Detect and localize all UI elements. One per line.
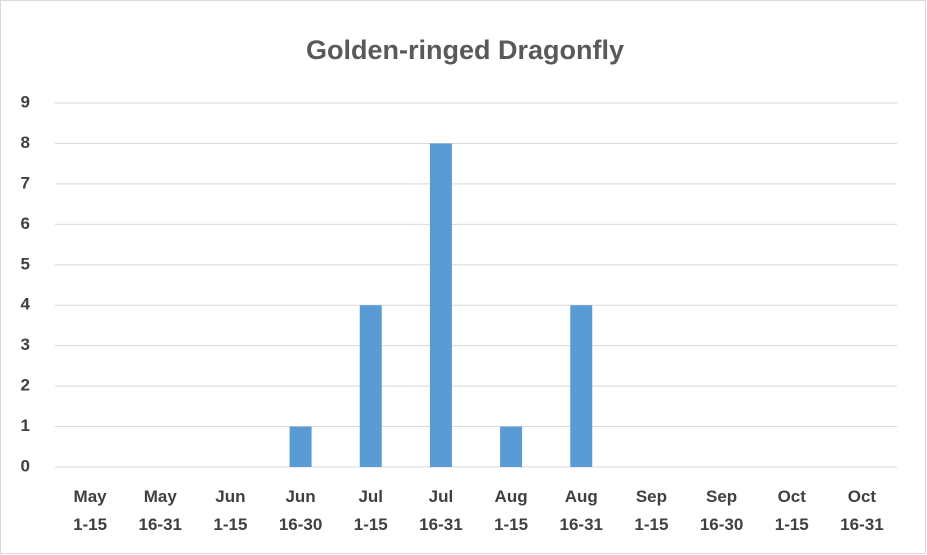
x-tick-label: May 16-31 (139, 487, 182, 534)
x-tick-label-line: Aug (495, 487, 528, 506)
bar (359, 305, 382, 467)
x-tick-label-line: 16-31 (139, 515, 182, 534)
x-tick-label-line: May (144, 487, 178, 506)
x-tick-label-line: 1-15 (354, 515, 388, 534)
chart-title: Golden-ringed Dragonfly (306, 35, 624, 65)
x-tick-label-line: 1-15 (494, 515, 528, 534)
y-tick-label: 2 (21, 376, 30, 395)
y-tick-label: 4 (21, 295, 31, 314)
bar (570, 305, 593, 467)
y-tick-label: 1 (21, 416, 30, 435)
bar (429, 143, 452, 467)
x-tick-label: Aug 1-15 (494, 487, 528, 534)
x-tick-label-line: Aug (565, 487, 598, 506)
x-tick-label-line: Jul (358, 487, 383, 506)
bar (500, 426, 523, 467)
x-tick-label: Sep 16-30 (700, 487, 743, 534)
x-tick-label: Oct 1-15 (775, 487, 809, 534)
x-tick-label-line: May (74, 487, 108, 506)
x-tick-label-line: 1-15 (73, 515, 107, 534)
x-tick-label-line: Jun (215, 487, 245, 506)
x-tick-label-line: 16-31 (419, 515, 462, 534)
x-tick-label: Oct 16-31 (840, 487, 883, 534)
x-tick-label-line: Sep (706, 487, 737, 506)
x-tick-label: Jun 1-15 (213, 487, 247, 534)
y-tick-label: 8 (21, 133, 30, 152)
x-tick-label: May 1-15 (73, 487, 107, 534)
x-tick-label-line: 1-15 (213, 515, 247, 534)
y-tick-label: 0 (21, 456, 30, 475)
x-tick-label-line: 16-30 (279, 515, 322, 534)
x-tick-label: Aug 16-31 (560, 487, 603, 534)
x-tick-label-line: Oct (778, 487, 807, 506)
x-tick-label-line: 1-15 (634, 515, 668, 534)
x-tick-label: Jul 16-31 (419, 487, 462, 534)
x-tick-label-line: Sep (636, 487, 667, 506)
y-tick-label: 6 (21, 214, 30, 233)
x-tick-label-line: 16-31 (840, 515, 883, 534)
x-tick-label: Sep 1-15 (634, 487, 668, 534)
x-tick-label-line: 1-15 (775, 515, 809, 534)
x-tick-label-line: Jul (429, 487, 454, 506)
x-tick-label-line: Oct (848, 487, 877, 506)
y-tick-label: 9 (21, 92, 30, 111)
x-tick-label-line: 16-31 (560, 515, 603, 534)
bar (289, 426, 312, 467)
x-tick-label-line: 16-30 (700, 515, 743, 534)
y-tick-label: 7 (21, 173, 30, 192)
y-tick-label: 5 (21, 254, 30, 273)
x-tick-label: Jul 1-15 (354, 487, 388, 534)
x-tick-label-line: Jun (285, 487, 315, 506)
x-tick-label: Jun 16-30 (279, 487, 322, 534)
y-tick-label: 3 (21, 335, 30, 354)
